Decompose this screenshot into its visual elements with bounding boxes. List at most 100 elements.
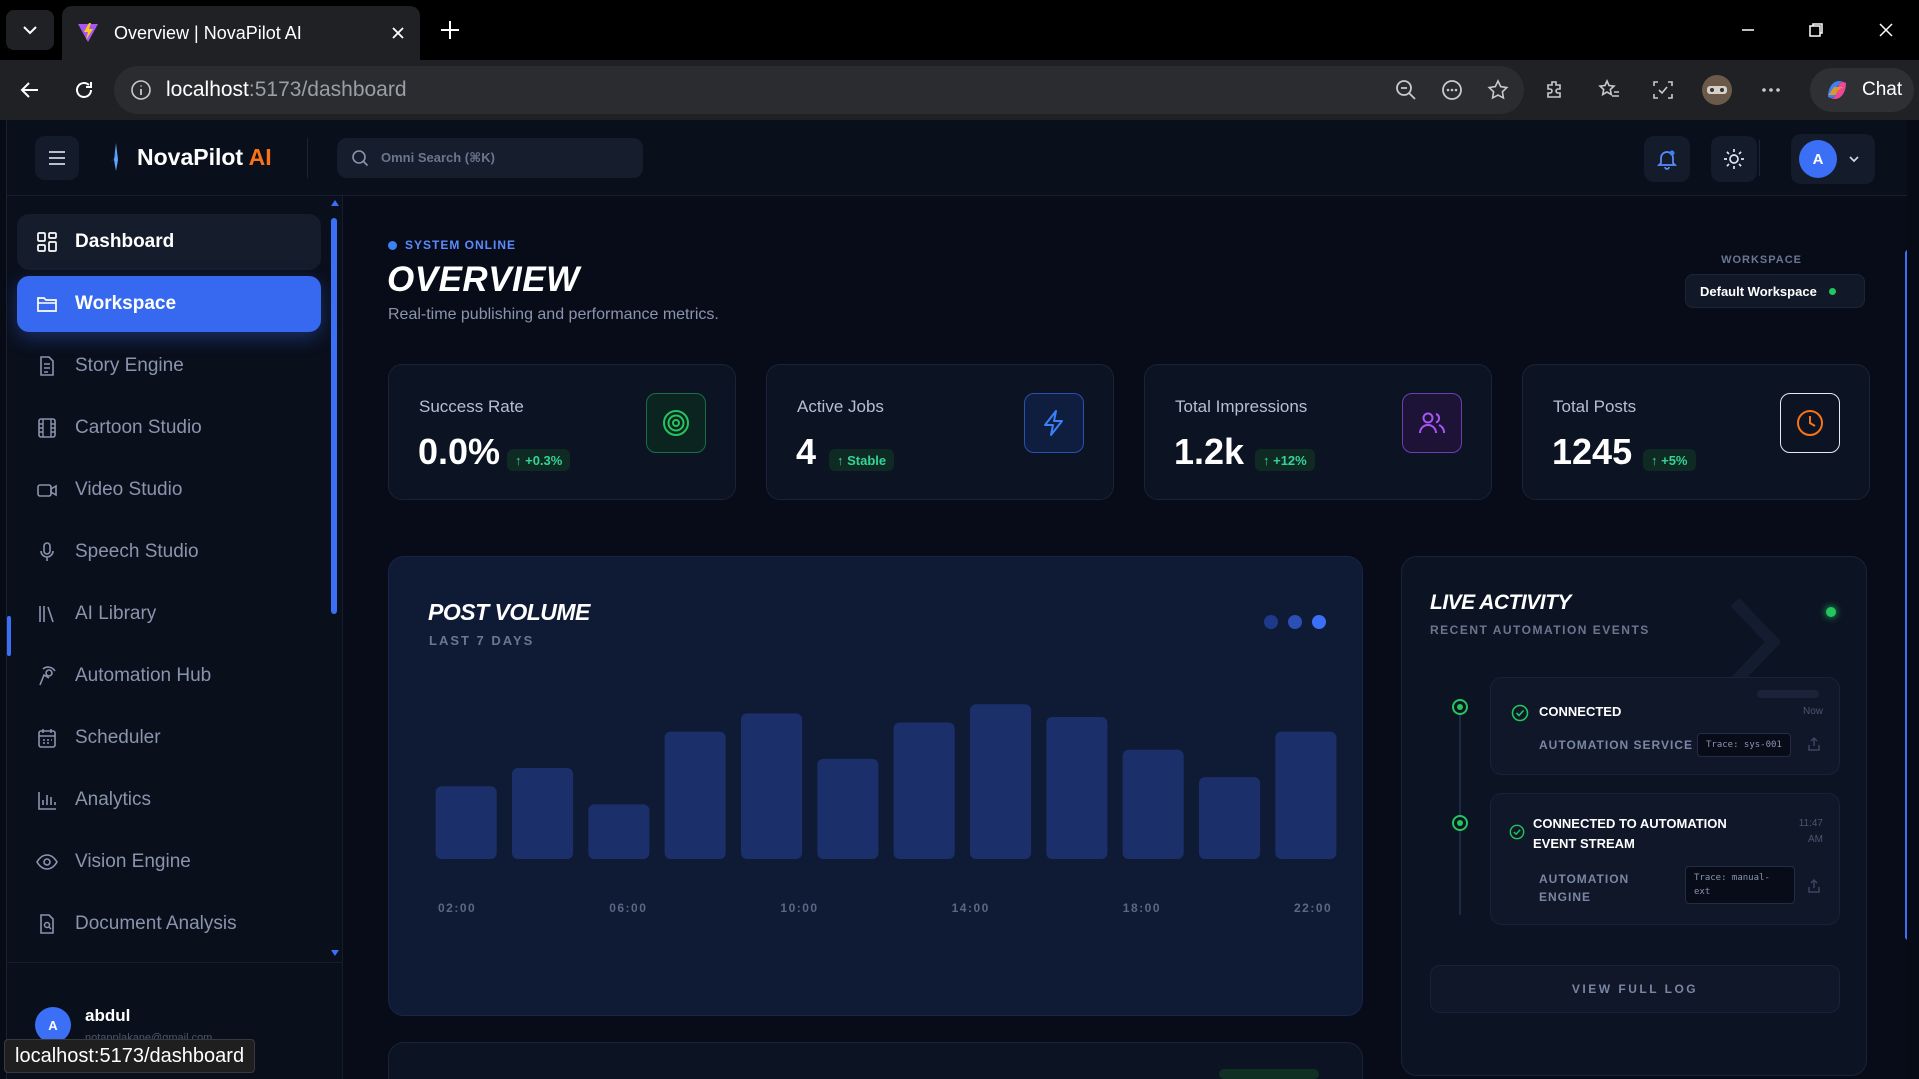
workspace-label: WORKSPACE [1721,254,1802,266]
reload-button[interactable] [64,70,104,110]
browser-tab[interactable]: Overview | NovaPilot AI [62,6,420,60]
search-placeholder: Omni Search (⌘K) [381,150,495,165]
post-volume-chart: 02:00 06:00 10:00 14:00 18:00 22:00 [435,704,1337,915]
more-options-button[interactable] [1750,70,1792,110]
sun-icon [1724,149,1744,169]
stat-label: Active Jobs [797,397,884,416]
event-progress-bar [1757,690,1819,698]
main-scrollbar[interactable] [1905,250,1907,940]
extensions-button[interactable] [1534,70,1576,110]
favorites-button[interactable] [1588,70,1630,110]
brand-logo[interactable]: NovaPilot AI [107,142,272,172]
chart-dot[interactable] [1264,615,1278,629]
target-icon [663,410,689,436]
automation-icon [39,666,56,686]
sidebar-item-vision-engine[interactable]: Vision Engine [17,834,321,890]
copilot-chat-button[interactable]: Chat [1810,68,1914,112]
live-indicator-dot [1826,607,1836,617]
chart-bar-0200[interactable] [435,786,497,859]
sidebar-item-automation-hub[interactable]: Automation Hub [17,648,321,704]
event-trace-id: Trace: sys-001 [1697,733,1791,757]
address-bar[interactable]: localhost:5173/dashboard [114,66,1524,114]
x-tick-label: 02:00 [438,901,476,915]
chart-bar-0400[interactable] [512,768,574,859]
chart-bar-0600[interactable] [588,804,650,859]
bar-chart-icon [38,792,56,810]
minimize-button[interactable] [1718,10,1778,50]
zoom-out-button[interactable] [1390,74,1422,106]
x-tick-label: 14:00 [952,901,990,915]
check-circle-icon [1509,824,1525,840]
chart-dot[interactable] [1288,615,1302,629]
new-tab-button[interactable] [432,12,468,48]
sidebar-item-label: AI Library [75,603,157,624]
activity-event[interactable]: CONNECTED TO AUTOMATION EVENT STREAM 11:… [1490,793,1840,925]
view-full-log-button[interactable]: VIEW FULL LOG [1430,965,1840,1013]
search-icon [352,150,369,167]
sidebar-item-story-engine[interactable]: Story Engine [17,338,321,394]
chart-bar-1600[interactable] [970,704,1032,859]
notifications-button[interactable] [1644,136,1690,182]
vite-logo-icon [78,23,98,42]
workspace-selector[interactable]: Default Workspace [1685,274,1865,308]
sidebar-item-workspace[interactable]: Workspace [17,276,321,332]
sidebar-scrollbar[interactable] [331,218,337,614]
tab-close-button[interactable] [390,25,406,41]
menu-toggle-button[interactable] [35,136,79,180]
reading-mode-button[interactable] [1436,74,1468,106]
info-icon[interactable] [130,79,152,101]
status-bar-url: localhost:5173/dashboard [4,1039,256,1073]
close-icon [1879,23,1893,37]
event-time: 11:47 AM [1798,818,1823,845]
close-window-button[interactable] [1856,10,1916,50]
chart-bar-0800[interactable] [664,731,726,859]
chart-bar-1000[interactable] [741,713,803,859]
sidebar-item-video-studio[interactable]: Video Studio [17,462,321,518]
share-icon[interactable] [1807,878,1821,894]
restore-button[interactable] [1786,10,1846,50]
chart-dot[interactable] [1312,615,1326,629]
sidebar-item-ai-library[interactable]: AI Library [17,586,321,642]
stat-card-success-rate: Success Rate 0.0% ↑ +0.3% [388,364,736,500]
avatar: A [35,1007,71,1043]
url-text: localhost:5173/dashboard [166,78,407,101]
event-time: Now [1802,706,1823,717]
user-menu-button[interactable]: A [1791,134,1875,184]
stat-value: 0.0% [418,431,501,472]
page-subtitle: Real-time publishing and performance met… [388,306,719,323]
chart-bar-1400[interactable] [893,722,955,860]
chart-bar-1800[interactable] [1046,717,1108,859]
more-horizontal-icon [1762,88,1780,92]
chevron-down-icon [1849,156,1859,163]
back-button[interactable] [10,70,50,110]
screenshot-button[interactable] [1642,70,1684,110]
favorite-button[interactable] [1482,74,1514,106]
sidebar-item-analytics[interactable]: Analytics [17,772,321,828]
chart-bar-2000[interactable] [1122,749,1184,859]
chart-bar-1200[interactable] [817,758,879,859]
sidebar-item-speech-studio[interactable]: Speech Studio [17,524,321,580]
stat-delta: ↑ +5% [1643,449,1696,471]
sidebar-item-label: Speech Studio [75,541,199,562]
workspace-status-dot [1828,287,1836,295]
scroll-down-arrow-icon[interactable] [331,950,339,956]
event-title: CONNECTED [1539,704,1622,719]
theme-toggle-button[interactable] [1711,136,1757,182]
folder-icon [37,297,57,312]
omni-search-input[interactable]: Omni Search (⌘K) [337,138,643,178]
sidebar-item-scheduler[interactable]: Scheduler [17,710,321,766]
sidebar-item-document-analysis[interactable]: Document Analysis [17,896,321,952]
scroll-up-arrow-icon[interactable] [331,200,339,206]
event-trace-id: Trace: manual-ext [1685,866,1795,904]
tab-actions-menu[interactable] [6,10,54,50]
profile-button[interactable] [1696,70,1738,110]
sidebar-item-label: Dashboard [75,231,175,252]
share-icon[interactable] [1807,736,1821,752]
stat-label: Total Posts [1553,397,1637,416]
chart-bar-2400[interactable] [1275,731,1337,859]
chart-bar-2200[interactable] [1199,777,1261,859]
sidebar-item-cartoon-studio[interactable]: Cartoon Studio [17,400,321,456]
bell-icon [1656,150,1678,170]
sidebar-item-dashboard[interactable]: Dashboard [17,214,321,270]
activity-event[interactable]: CONNECTED Now AUTOMATION SERVICE Trace: … [1490,677,1840,775]
